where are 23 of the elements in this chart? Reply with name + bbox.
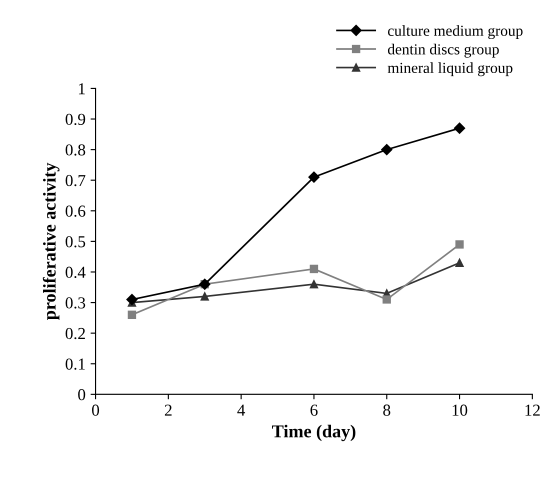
x-tick-label: 10 xyxy=(452,404,468,416)
legend-label: mineral liquid group xyxy=(388,62,512,76)
y-tick-label: 0.7 xyxy=(66,174,86,186)
x-tick-label: 8 xyxy=(383,404,390,416)
y-tick-label: 0.6 xyxy=(66,205,86,217)
x-tick-label: 0 xyxy=(92,404,100,416)
y-tick-label: 0.8 xyxy=(66,144,86,156)
y-tick-label: 0.2 xyxy=(66,328,85,340)
y-tick-label: 0 xyxy=(78,389,86,400)
legend-label: culture medium group xyxy=(388,25,523,40)
x-tick-label: 2 xyxy=(164,404,172,416)
y-axis-title: proliferative activity xyxy=(42,162,60,320)
y-tick-label: 0.3 xyxy=(66,297,86,309)
y-tick-label: 0.5 xyxy=(66,236,86,248)
y-tick-label: 0.9 xyxy=(66,114,86,126)
legend-label: dentin discs group xyxy=(388,44,499,58)
x-axis-title: Time (day) xyxy=(272,424,356,442)
y-tick-label: 0.1 xyxy=(66,358,85,370)
x-tick-label: 6 xyxy=(310,404,318,416)
x-tick-label: 4 xyxy=(237,404,246,416)
x-tick-label: 12 xyxy=(525,404,540,416)
y-tick-label: 0.4 xyxy=(66,266,86,278)
y-tick-label: 1 xyxy=(78,83,85,94)
